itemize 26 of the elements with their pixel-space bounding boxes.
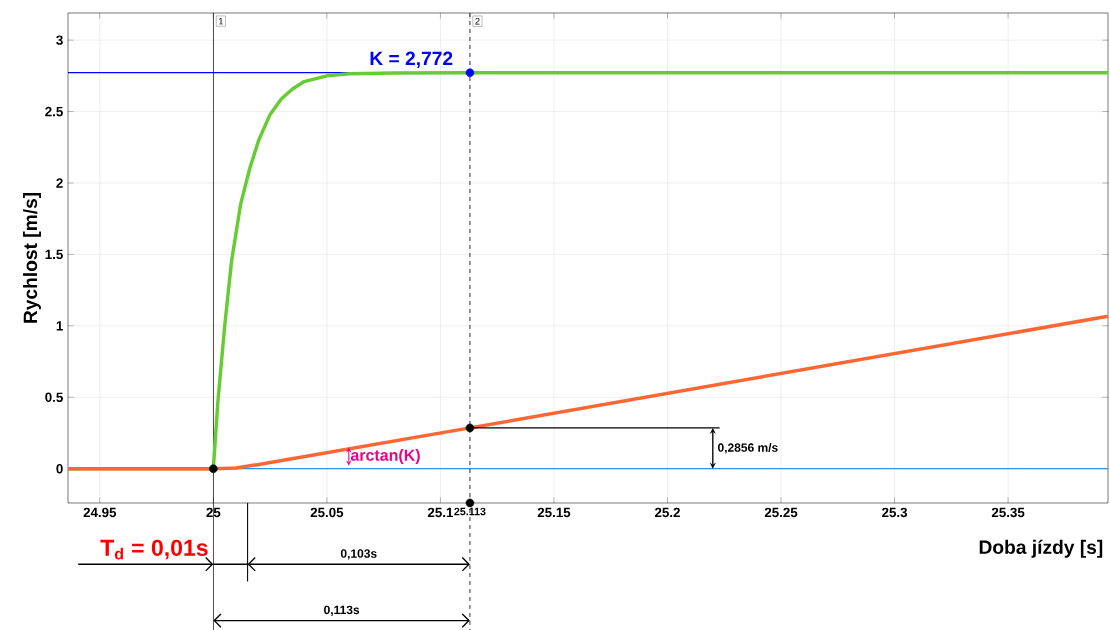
annotation: 1 [218,17,223,25]
x-tick-label: 25.35 [991,507,1025,518]
x-tick-label: 24.95 [83,507,117,518]
y-tick-label: 2 [56,178,63,188]
x-tick-label: 25.1 [427,507,454,518]
x-tick-label: 25.15 [537,507,571,518]
ref-line-label: K = 2,772 [370,51,453,68]
x-tick-label: 25.05 [310,507,344,518]
y-tick-label: 0 [56,463,63,474]
y-tick-label: 3 [56,35,63,45]
x-axis-title: Doba jízdy [s] [979,539,1103,558]
text: T$_{d}$ = 0,01s [100,539,208,560]
annotation: 0,2856 m/s [717,443,778,454]
y-tick-label: 1 [56,321,63,331]
text: 0,113s [324,605,360,616]
annotation: arctan(K) [350,449,420,465]
x-tick-label: 25.2 [654,507,680,518]
y-tick-label: 1.5 [45,249,63,260]
y-axis-title: Rychlost [m/s] [23,192,41,323]
y-tick-label: 2.5 [45,106,63,117]
annotation: 2 [475,17,480,25]
x-tick-label: 25.25 [764,507,798,518]
y-tick-label: 0.5 [45,392,63,402]
text: 0,103s [340,549,377,560]
x-tick-label: 25.3 [882,507,908,518]
x-tick-label: 25.113 [454,507,486,516]
